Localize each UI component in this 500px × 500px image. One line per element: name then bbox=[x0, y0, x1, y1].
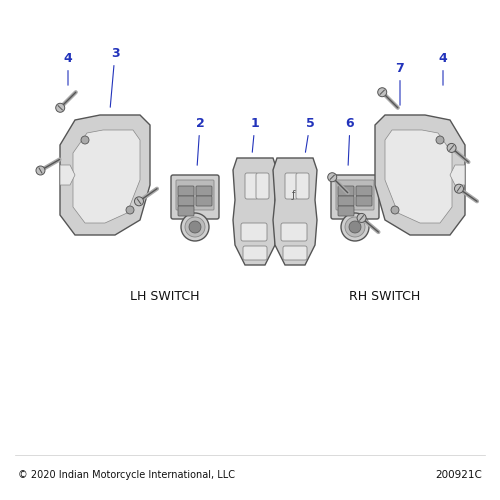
Circle shape bbox=[56, 104, 64, 112]
Text: 7: 7 bbox=[396, 62, 404, 105]
Circle shape bbox=[345, 217, 365, 237]
FancyBboxPatch shape bbox=[281, 223, 307, 241]
FancyBboxPatch shape bbox=[285, 173, 298, 199]
Circle shape bbox=[349, 221, 361, 233]
Polygon shape bbox=[385, 130, 452, 223]
FancyBboxPatch shape bbox=[338, 186, 354, 196]
FancyBboxPatch shape bbox=[338, 206, 354, 216]
FancyBboxPatch shape bbox=[256, 173, 269, 199]
Circle shape bbox=[328, 172, 336, 182]
Circle shape bbox=[181, 213, 209, 241]
Polygon shape bbox=[273, 158, 317, 265]
FancyBboxPatch shape bbox=[243, 246, 267, 260]
Circle shape bbox=[391, 206, 399, 214]
Text: 200921C: 200921C bbox=[435, 470, 482, 480]
Circle shape bbox=[341, 213, 369, 241]
Polygon shape bbox=[375, 115, 465, 235]
Circle shape bbox=[126, 206, 134, 214]
Text: 5: 5 bbox=[306, 117, 314, 152]
Text: 6: 6 bbox=[346, 117, 354, 165]
FancyBboxPatch shape bbox=[338, 196, 354, 206]
Circle shape bbox=[134, 197, 143, 206]
Text: ƒ: ƒ bbox=[292, 190, 294, 200]
Text: 3: 3 bbox=[110, 47, 120, 107]
Text: 4: 4 bbox=[64, 52, 72, 85]
Circle shape bbox=[454, 184, 464, 193]
FancyBboxPatch shape bbox=[178, 206, 194, 216]
Circle shape bbox=[185, 217, 205, 237]
Circle shape bbox=[436, 136, 444, 144]
FancyBboxPatch shape bbox=[171, 175, 219, 219]
FancyBboxPatch shape bbox=[336, 180, 374, 210]
FancyBboxPatch shape bbox=[356, 186, 372, 196]
FancyBboxPatch shape bbox=[178, 196, 194, 206]
Circle shape bbox=[36, 166, 45, 175]
Text: © 2020 Indian Motorcycle International, LLC: © 2020 Indian Motorcycle International, … bbox=[18, 470, 235, 480]
Circle shape bbox=[357, 214, 366, 222]
FancyBboxPatch shape bbox=[241, 223, 267, 241]
FancyBboxPatch shape bbox=[196, 186, 212, 196]
Text: LH SWITCH: LH SWITCH bbox=[130, 290, 200, 303]
FancyBboxPatch shape bbox=[245, 173, 258, 199]
Text: RH SWITCH: RH SWITCH bbox=[350, 290, 420, 303]
Text: 2: 2 bbox=[196, 117, 204, 165]
Polygon shape bbox=[73, 130, 140, 223]
Circle shape bbox=[447, 144, 456, 152]
Circle shape bbox=[81, 136, 89, 144]
FancyBboxPatch shape bbox=[331, 175, 379, 219]
Polygon shape bbox=[60, 165, 75, 185]
Polygon shape bbox=[233, 158, 277, 265]
Text: 1: 1 bbox=[250, 117, 260, 152]
Polygon shape bbox=[60, 115, 150, 235]
Polygon shape bbox=[450, 165, 465, 185]
Circle shape bbox=[378, 88, 386, 96]
FancyBboxPatch shape bbox=[356, 196, 372, 206]
FancyBboxPatch shape bbox=[176, 180, 214, 210]
FancyBboxPatch shape bbox=[196, 196, 212, 206]
Text: 4: 4 bbox=[438, 52, 448, 85]
FancyBboxPatch shape bbox=[283, 246, 307, 260]
FancyBboxPatch shape bbox=[178, 186, 194, 196]
Circle shape bbox=[189, 221, 201, 233]
FancyBboxPatch shape bbox=[296, 173, 309, 199]
